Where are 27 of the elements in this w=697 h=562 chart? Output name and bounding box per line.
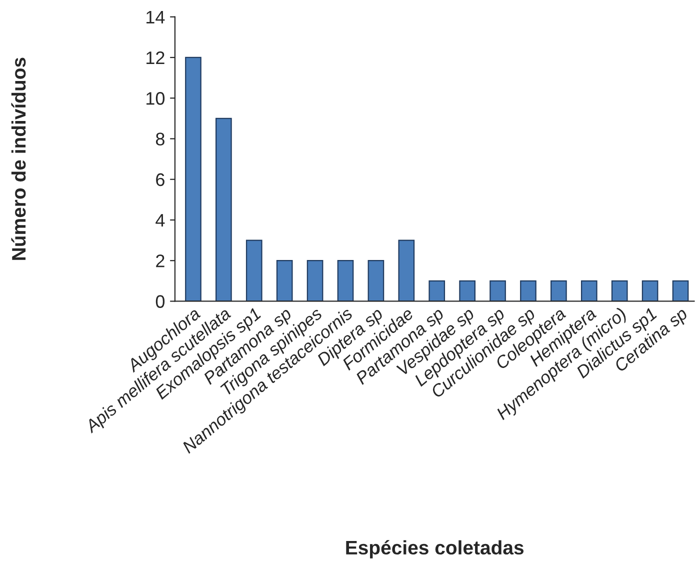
y-tick-label: 12: [146, 51, 164, 64]
bar: [246, 240, 262, 302]
y-tick-label: 14: [146, 10, 165, 24]
y-tick-label: 2: [156, 254, 164, 268]
x-axis-title: Espécies coletadas: [346, 540, 524, 558]
bar: [276, 260, 293, 302]
bar: [642, 280, 658, 302]
bar: [398, 240, 415, 302]
bar: [459, 280, 476, 302]
bar: [520, 280, 536, 302]
bar: [580, 280, 598, 302]
bar: [306, 260, 324, 302]
bar: [337, 260, 354, 302]
bar: [368, 260, 384, 302]
y-tick-label: 0: [156, 295, 165, 308]
bar: [672, 280, 689, 302]
bar: [428, 280, 446, 302]
y-tick-label: 8: [156, 132, 164, 146]
y-tick-label: 6: [156, 173, 164, 186]
bar: [550, 280, 567, 302]
y-tick-label: 4: [156, 214, 165, 227]
bar: [185, 56, 202, 302]
bar: [490, 280, 506, 302]
bar: [216, 118, 232, 302]
y-axis-title: Número de indivíduos: [11, 58, 26, 260]
bar: [611, 280, 628, 302]
y-tick-label: 10: [146, 92, 165, 105]
